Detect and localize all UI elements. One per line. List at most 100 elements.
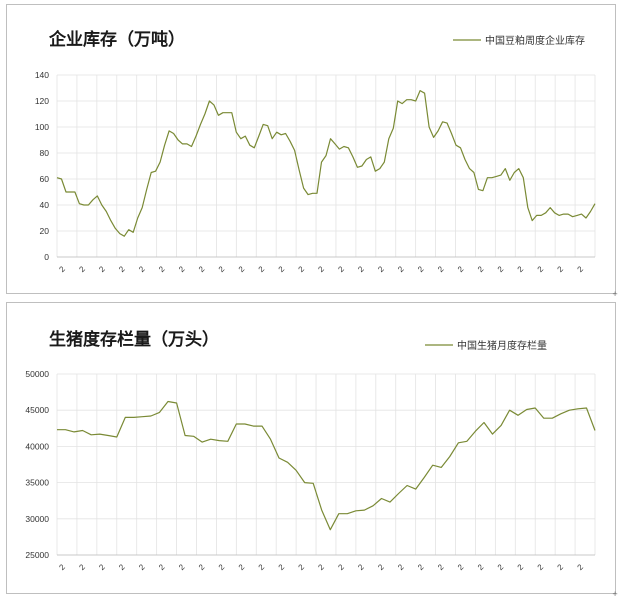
data-point: [361, 165, 363, 167]
data-point: [83, 204, 85, 206]
x-tick-label: 2: [257, 264, 267, 274]
data-point: [522, 177, 524, 179]
data-point: [455, 144, 457, 146]
data-point: [311, 192, 313, 194]
data-point: [240, 138, 242, 140]
data-point: [504, 167, 506, 169]
x-tick-label: 2: [137, 264, 147, 274]
data-point: [280, 134, 282, 136]
data-point: [531, 219, 533, 221]
data-point: [302, 187, 304, 189]
data-point: [450, 132, 452, 134]
data-point: [567, 213, 569, 215]
corner-mark: +: [612, 290, 618, 298]
data-point: [380, 497, 382, 499]
data-point: [343, 145, 345, 147]
data-point: [81, 429, 83, 431]
data-point: [401, 102, 403, 104]
x-tick-label: 2: [217, 264, 227, 274]
data-point: [449, 455, 451, 457]
data-point: [508, 409, 510, 411]
x-tick-label: 2: [57, 562, 67, 572]
x-tick-label: 2: [376, 264, 386, 274]
data-point: [500, 424, 502, 426]
data-point: [594, 429, 596, 431]
data-point: [423, 92, 425, 94]
x-tick-label: 2: [77, 562, 87, 572]
data-point: [316, 192, 318, 194]
data-point: [190, 145, 192, 147]
x-tick-label: 2: [396, 562, 406, 572]
data-point: [383, 161, 385, 163]
data-point: [355, 510, 357, 512]
data-point: [168, 130, 170, 132]
y-tick-label: 40: [40, 200, 50, 210]
x-tick-label: 2: [496, 264, 506, 274]
x-tick-label: 2: [157, 562, 167, 572]
data-point: [175, 402, 177, 404]
data-point: [432, 464, 434, 466]
data-point: [177, 139, 179, 141]
data-point: [295, 469, 297, 471]
data-point: [150, 415, 152, 417]
data-point: [262, 123, 264, 125]
data-point: [56, 429, 58, 431]
y-tick-label: 140: [35, 70, 49, 80]
legend-label: 中国豆粕周度企业库存: [485, 34, 585, 47]
x-tick-label: 2: [117, 264, 127, 274]
chart-panel-inventory: 企业库存（万吨） 中国豆粕周度企业库存 0 20 40 60 80 100 120 140 2 2…: [6, 4, 618, 298]
data-point: [276, 131, 278, 133]
data-point: [289, 140, 291, 142]
data-point: [468, 167, 470, 169]
data-point: [536, 214, 538, 216]
data-point: [56, 177, 58, 179]
data-point: [74, 191, 76, 193]
data-point: [347, 147, 349, 149]
data-point: [389, 501, 391, 503]
y-tick-label: 100: [35, 122, 49, 132]
data-point: [415, 488, 417, 490]
x-tick-label: 2: [416, 264, 426, 274]
data-point: [374, 170, 376, 172]
x-tick-label: 2: [157, 264, 167, 274]
y-tick-label: 25000: [25, 550, 49, 560]
data-point: [218, 439, 220, 441]
data-point: [222, 112, 224, 114]
data-point: [545, 212, 547, 214]
x-tick-label: 2: [496, 562, 506, 572]
data-point: [213, 104, 215, 106]
data-point: [261, 425, 263, 427]
data-point: [141, 416, 143, 418]
x-tick-label: 2: [456, 264, 466, 274]
x-tick-label: 2: [277, 562, 287, 572]
data-point: [116, 436, 118, 438]
data-point: [446, 122, 448, 124]
data-point: [580, 213, 582, 215]
data-point: [60, 178, 62, 180]
data-point: [172, 132, 174, 134]
data-point: [329, 138, 331, 140]
x-tick-label: 2: [536, 264, 546, 274]
data-point: [329, 529, 331, 531]
data-point: [217, 114, 219, 116]
data-point: [184, 434, 186, 436]
data-point: [477, 188, 479, 190]
data-point: [132, 231, 134, 233]
x-tick-label: 2: [336, 562, 346, 572]
data-point: [571, 216, 573, 218]
data-point: [392, 127, 394, 129]
data-point: [65, 191, 67, 193]
x-tick-label: 2: [456, 562, 466, 572]
data-point: [204, 113, 206, 115]
data-point: [540, 214, 542, 216]
data-point: [397, 100, 399, 102]
data-point: [320, 161, 322, 163]
x-tick-label: 2: [356, 264, 366, 274]
chart-hogs: 生猪度存栏量（万头） 中国生猪月度存栏量 25000 30000 35000 4000…: [25, 329, 596, 572]
data-point: [517, 414, 519, 416]
y-tick-label: 60: [40, 174, 50, 184]
data-point: [415, 100, 417, 102]
data-point: [78, 203, 80, 205]
data-point: [534, 407, 536, 409]
